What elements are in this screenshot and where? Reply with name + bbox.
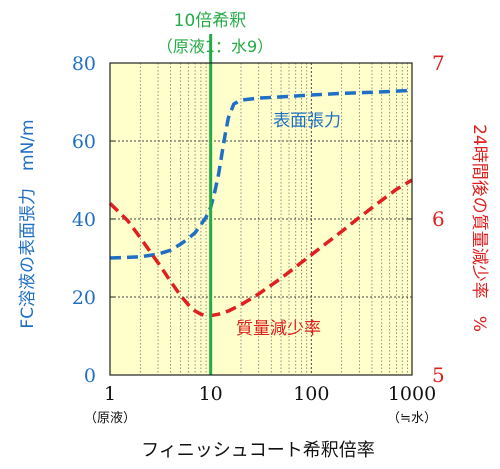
y-left-tick-label: 80 bbox=[72, 53, 96, 75]
y-axis-right-title: 24時間後の質量減少率 % bbox=[469, 124, 489, 332]
series-layer bbox=[108, 88, 413, 318]
y-right-tick-label: 7 bbox=[432, 51, 445, 75]
y-left-tick-label: 40 bbox=[72, 209, 96, 231]
y-axis-left-title: FC溶液の表面張力 mN/m bbox=[18, 119, 38, 328]
x-axis-title: フィニッシュコート希釈倍率 bbox=[141, 440, 375, 461]
series-line-surface-tension bbox=[109, 88, 413, 260]
axis-layer: 0 20 40 60 80 5 6 7 1 （原液） 10 100 1000 （≒水） bbox=[72, 51, 445, 426]
plot-background bbox=[110, 63, 412, 375]
y-left-tick-label: 20 bbox=[72, 287, 96, 309]
x-tick-sublabel: （原液） bbox=[84, 411, 136, 426]
marker-label-line1: 10倍希釈 bbox=[174, 11, 247, 31]
y-left-tick-label: 0 bbox=[84, 365, 96, 387]
x-tick-label: 1 bbox=[104, 383, 116, 405]
x-tick-label: 1000 bbox=[388, 383, 436, 405]
marker-label-line2: （原液1：水9） bbox=[157, 37, 273, 56]
series-label-surface-tension: 表面張力 bbox=[273, 111, 341, 131]
series-line-mass-loss bbox=[108, 178, 413, 318]
y-right-tick-label: 6 bbox=[432, 207, 445, 231]
series-label-mass-loss: 質量減少率 bbox=[236, 319, 321, 339]
plot-area bbox=[110, 63, 412, 375]
y-right-tick-label: 5 bbox=[432, 363, 445, 387]
x-tick-sublabel: （≒水） bbox=[387, 411, 437, 426]
x-tick-label: 10 bbox=[199, 383, 223, 405]
x-tick-label: 100 bbox=[293, 383, 329, 405]
y-left-tick-label: 60 bbox=[72, 131, 96, 153]
